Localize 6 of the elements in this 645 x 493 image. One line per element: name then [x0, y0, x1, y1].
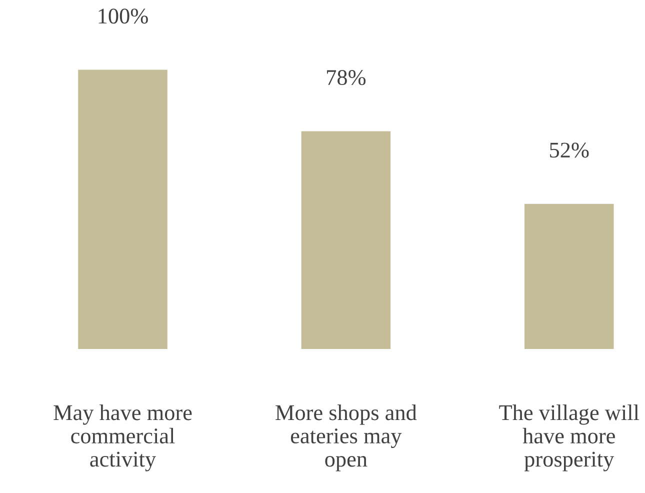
data-label: 100% [98, 8, 148, 24]
data-label: 78% [327, 70, 366, 86]
x-tick-label: The village will have more prosperity [499, 404, 640, 472]
x-tick-label: More shops and eateries may open [276, 404, 417, 472]
x-tick-label: May have more commercial activity [54, 404, 192, 472]
data-label: 52% [550, 142, 589, 158]
